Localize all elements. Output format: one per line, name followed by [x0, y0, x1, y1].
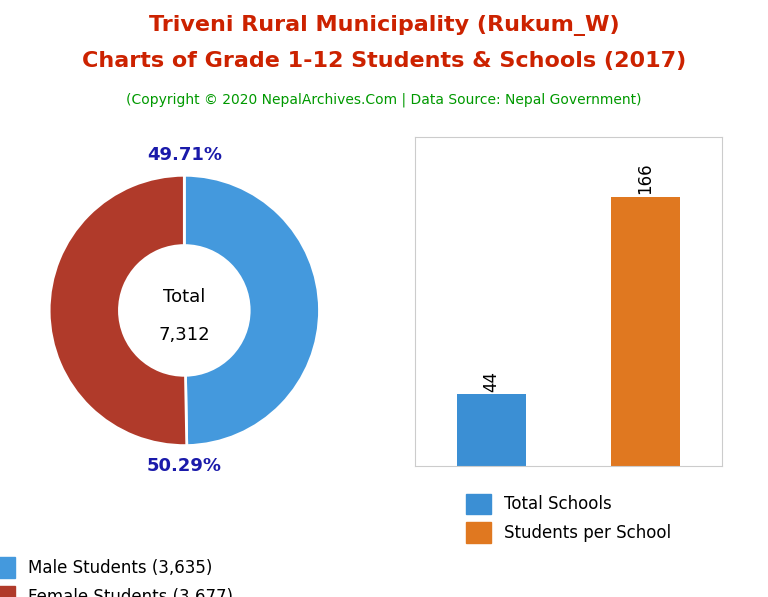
Wedge shape: [184, 176, 319, 445]
Bar: [457, 395, 526, 466]
Text: Triveni Rural Municipality (Rukum_W): Triveni Rural Municipality (Rukum_W): [149, 15, 619, 36]
Text: Total: Total: [163, 288, 206, 306]
Text: 44: 44: [482, 371, 501, 392]
Wedge shape: [49, 176, 187, 445]
Text: Charts of Grade 1-12 Students & Schools (2017): Charts of Grade 1-12 Students & Schools …: [82, 51, 686, 71]
Legend: Male Students (3,635), Female Students (3,677): Male Students (3,635), Female Students (…: [0, 557, 233, 597]
Text: 49.71%: 49.71%: [147, 146, 222, 164]
Legend: Total Schools, Students per School: Total Schools, Students per School: [459, 487, 677, 549]
Text: (Copyright © 2020 NepalArchives.Com | Data Source: Nepal Government): (Copyright © 2020 NepalArchives.Com | Da…: [126, 93, 642, 107]
Text: 166: 166: [636, 162, 654, 194]
Bar: [611, 196, 680, 466]
Text: 50.29%: 50.29%: [147, 457, 222, 475]
Text: 7,312: 7,312: [158, 326, 210, 344]
